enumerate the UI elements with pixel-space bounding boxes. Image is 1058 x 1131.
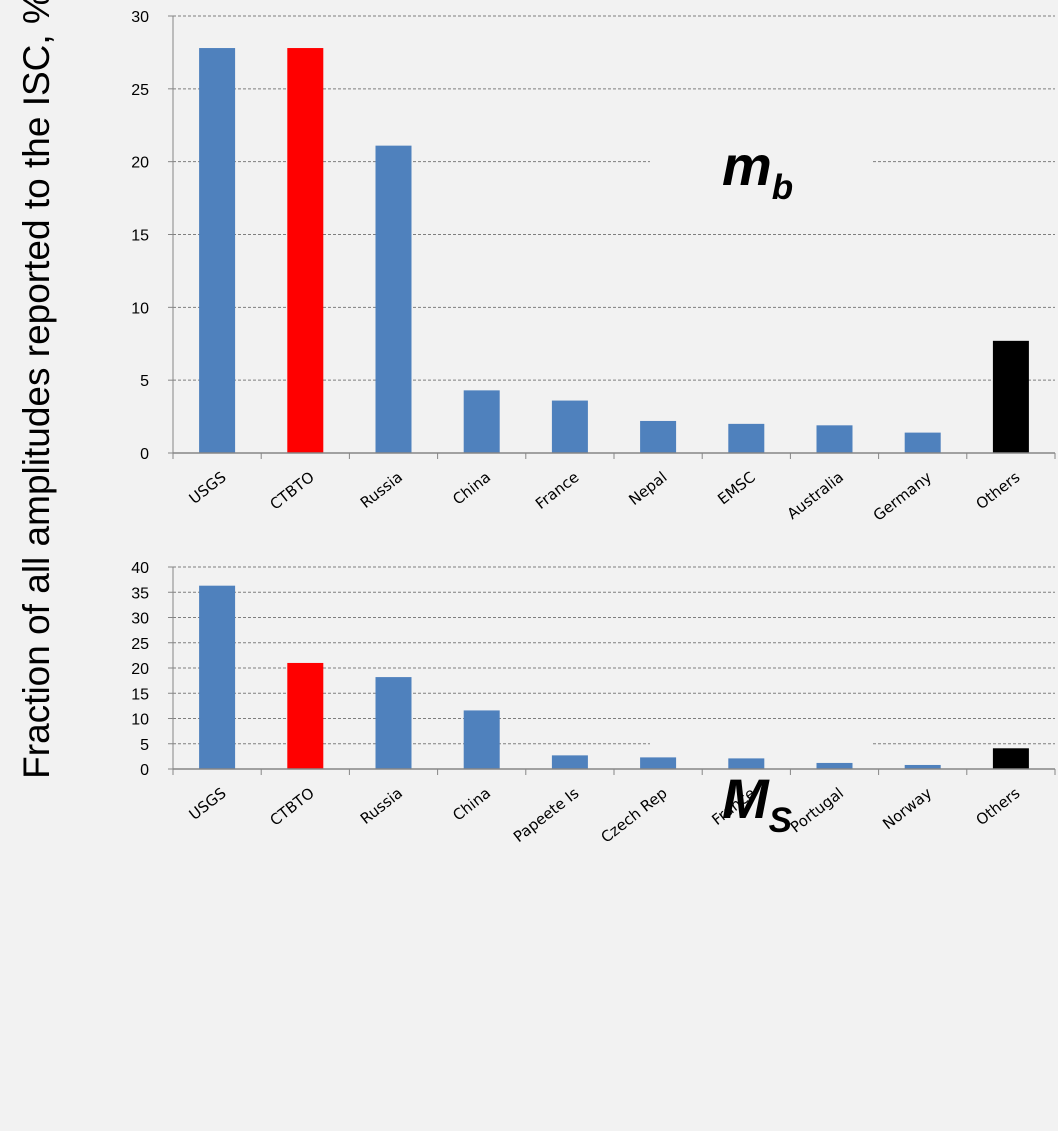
x-tick-label: CTBTO (267, 468, 318, 514)
y-tick-label: 10 (131, 712, 149, 729)
y-tick-label: 25 (131, 82, 149, 99)
y-tick-label: 35 (131, 585, 149, 602)
title-backdrop (650, 150, 872, 172)
bar-usgs (199, 48, 236, 454)
bar-china (463, 710, 500, 769)
x-tick-label: USGS (186, 468, 230, 508)
bar-russia (375, 145, 412, 454)
x-tick-label: EMSC (714, 468, 759, 508)
bar-others (992, 748, 1029, 769)
bar-australia (816, 425, 853, 453)
bar-russia (375, 677, 412, 769)
y-tick-label: 30 (131, 9, 149, 26)
y-tick-label: 0 (140, 762, 149, 779)
bar-france (551, 400, 588, 453)
bar-ctbto (287, 48, 324, 454)
bar-papeete-is (551, 755, 588, 769)
x-tick-label: Russia (357, 784, 406, 828)
x-tick-label: CTBTO (267, 784, 318, 830)
bar-ctbto (287, 662, 324, 769)
bar-germany (904, 432, 941, 453)
y-tick-label: 10 (131, 300, 149, 317)
bar-emsc (728, 423, 765, 453)
y-tick-label: 20 (131, 155, 149, 172)
y-axis-label: Fraction of all amplitudes reported to t… (16, 0, 57, 779)
bar-portugal (816, 762, 853, 769)
panel-title: mb (722, 134, 793, 207)
x-tick-label: Germany (870, 468, 936, 525)
y-tick-label: 30 (131, 611, 149, 628)
x-tick-label: China (449, 468, 494, 509)
x-tick-label: Nepal (625, 468, 670, 509)
mb-chart: 0 5 10 15 20 25 30 USGS CTBTO Russia China France Ne… (131, 9, 1056, 525)
x-tick-label: Others (973, 468, 1024, 513)
ms-chart: 0 5 10 15 20 25 30 35 40 USGS CTBTO Russia China Pape… (131, 560, 1056, 847)
x-tick-label: France (532, 468, 582, 513)
x-tick-label: China (449, 784, 494, 825)
y-tick-label: 0 (140, 446, 149, 463)
x-tick-label: Australia (784, 468, 847, 523)
bar-others (992, 340, 1029, 453)
y-tick-label: 5 (140, 737, 149, 754)
x-tick-label: Russia (357, 468, 406, 512)
x-tick-label: USGS (186, 784, 230, 824)
x-tick-label: Papeete Is (510, 784, 582, 846)
y-tick-label: 5 (140, 373, 149, 390)
bar-china (463, 390, 500, 453)
bar-nepal (640, 420, 677, 453)
bar-usgs (199, 585, 236, 769)
bar-norway (904, 764, 941, 769)
y-tick-label: 25 (131, 636, 149, 653)
bar-czech-rep (640, 757, 677, 769)
panel-title: MS (722, 767, 792, 840)
x-tick-label: Others (973, 784, 1024, 829)
title-backdrop (650, 737, 872, 847)
y-tick-label: 15 (131, 686, 149, 703)
y-tick-label: 40 (131, 560, 149, 577)
y-tick-label: 15 (131, 228, 149, 245)
y-tick-label: 20 (131, 661, 149, 678)
x-tick-label: Norway (879, 784, 935, 833)
bar-france (728, 758, 765, 769)
